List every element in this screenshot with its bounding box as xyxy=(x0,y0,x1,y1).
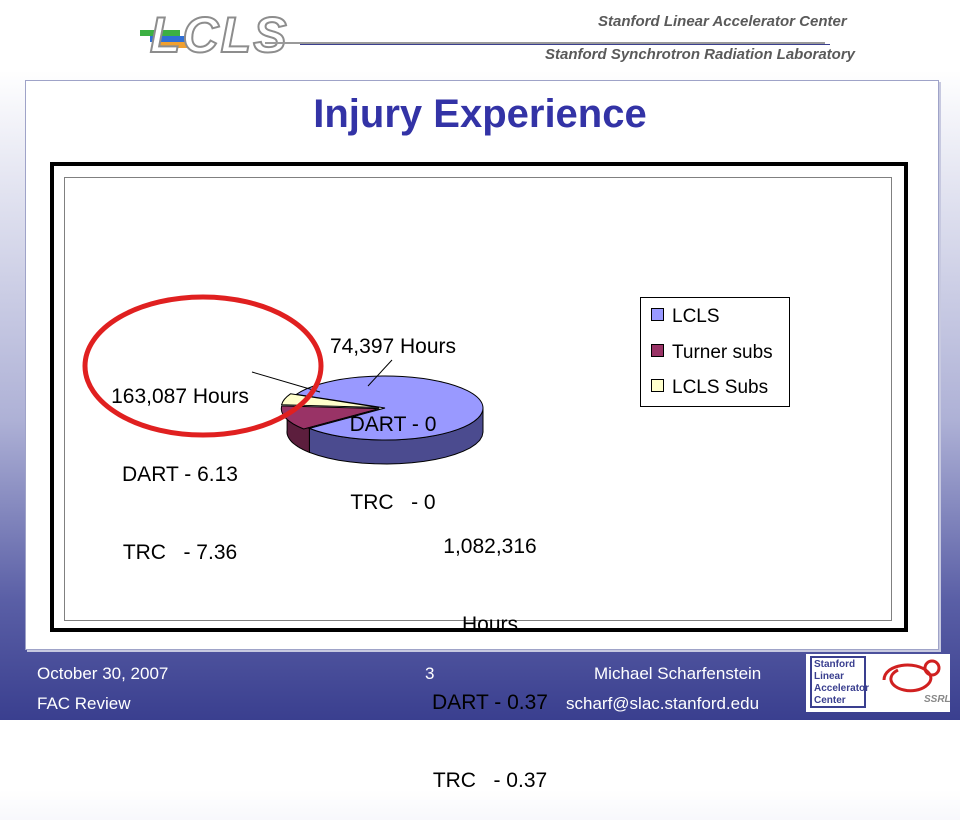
leader-line-lcls-subs xyxy=(367,359,393,387)
legend-label-lcls-subs: LCLS Subs xyxy=(672,377,769,398)
slide-title: Injury Experience xyxy=(313,92,647,136)
footer-date: October 30, 2007 xyxy=(37,664,169,683)
slac-logo: Stanford Linear Accelerator Center xyxy=(810,656,870,708)
header-banner: LCLS Stanford Linear Accelerator Center … xyxy=(0,0,960,72)
footer-event: FAC Review xyxy=(37,694,131,713)
legend-item-lcls: LCLS xyxy=(651,306,720,328)
highlight-circle xyxy=(82,294,324,438)
label-turner-hours: 163,087 Hours xyxy=(111,385,249,408)
label-lcls: 1,082,316 Hours DART - 0.37 TRC - 0.37 xyxy=(410,482,570,820)
label-turner-subs: 163,087 Hours DART - 6.13 TRC - 7.36 xyxy=(100,332,260,592)
legend-swatch-lcls xyxy=(651,308,664,321)
slac-logo-line1: Stanford xyxy=(814,659,856,670)
footer-email: scharf@slac.stanford.edu xyxy=(566,694,760,713)
label-lcls-unit: Hours xyxy=(461,613,519,636)
legend-swatch-turner xyxy=(651,344,664,357)
legend-item-lcls-subs: LCLS Subs xyxy=(651,377,768,399)
logo-stripe-blue xyxy=(150,36,190,42)
page-number: 3 xyxy=(425,664,435,683)
chart-legend: LCLS Turner subs LCLS Subs xyxy=(640,297,790,407)
org-line-1: Stanford Linear Accelerator Center xyxy=(598,13,847,30)
legend-swatch-lcls-subs xyxy=(651,379,664,392)
lcls-logo: LCLS xyxy=(149,6,289,64)
ssrl-ring-icon xyxy=(882,659,941,693)
legend-label-lcls: LCLS xyxy=(672,306,720,327)
label-lcls-subs: 74,397 Hours DART - 0 TRC - 0 xyxy=(318,282,468,542)
label-lcls-trc: TRC - 0.37 xyxy=(432,769,548,792)
ssrl-logo-text: SSRL xyxy=(924,694,951,705)
slac-logo-line2: Linear xyxy=(814,671,845,682)
label-turner-dart: DART - 6.13 xyxy=(122,463,238,486)
label-lcls-subs-trc: TRC - 0 xyxy=(350,491,436,514)
label-lcls-subs-hours: 74,397 Hours xyxy=(329,335,457,358)
footer-logos: Stanford Linear Accelerator Center SSRL xyxy=(806,654,951,712)
legend-label-turner: Turner subs xyxy=(672,342,773,363)
pie-slice-lcls xyxy=(295,375,484,441)
header-rule-top xyxy=(265,42,825,44)
leader-line-turner xyxy=(251,371,321,393)
footer-presenter: Michael Scharfenstein xyxy=(594,664,762,683)
label-lcls-dart: DART - 0.37 xyxy=(432,691,548,714)
org-line-2: Stanford Synchrotron Radiation Laborator… xyxy=(545,46,856,63)
legend-item-turner: Turner subs xyxy=(651,342,773,364)
slac-logo-line4: Center xyxy=(814,695,846,706)
header-rule-bottom xyxy=(300,44,830,45)
pie-chart xyxy=(82,294,484,465)
logo-stripe-orange xyxy=(160,42,190,48)
label-turner-trc: TRC - 7.36 xyxy=(122,541,238,564)
label-lcls-subs-dart: DART - 0 xyxy=(349,413,437,436)
logo-stripe-green xyxy=(140,30,180,36)
label-lcls-hours: 1,082,316 xyxy=(443,535,537,558)
pie-slice-turner-subs xyxy=(280,405,380,430)
slac-logo-line3: Accelerator xyxy=(814,683,870,694)
